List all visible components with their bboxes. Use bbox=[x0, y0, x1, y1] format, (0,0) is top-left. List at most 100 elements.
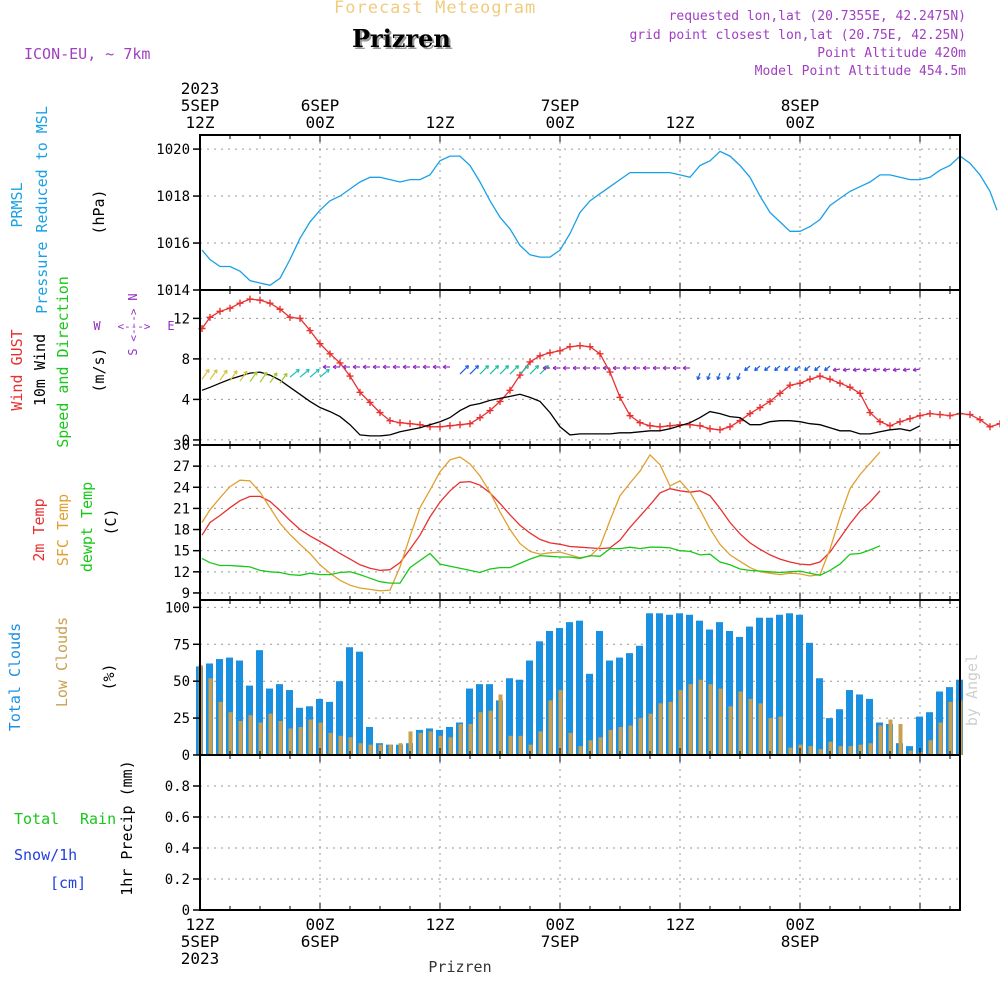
total-clouds-bar bbox=[786, 613, 793, 755]
wind-gust-marker bbox=[996, 420, 1000, 428]
wind-direction-arrow bbox=[219, 369, 228, 381]
bottom-time-label: 6SEP bbox=[301, 932, 340, 951]
total-clouds-bar bbox=[766, 617, 773, 755]
total-clouds-bar bbox=[606, 660, 613, 755]
wind-direction-arrowhead bbox=[562, 365, 567, 371]
wind-direction-arrowhead bbox=[432, 364, 437, 370]
wind-direction-arrowhead bbox=[322, 364, 327, 370]
total-clouds-bar bbox=[596, 631, 603, 755]
low-clouds-bar bbox=[778, 716, 783, 755]
wind-gust-marker bbox=[656, 423, 664, 431]
low-clouds-bar bbox=[668, 701, 673, 755]
wind-direction-arrowhead bbox=[534, 365, 540, 370]
wind-gust-marker bbox=[816, 372, 824, 380]
wind-direction-arrowhead bbox=[572, 365, 577, 371]
total-clouds-bar bbox=[466, 688, 473, 755]
wind-direction-arrowhead bbox=[484, 365, 490, 370]
wind-gust-marker bbox=[526, 358, 534, 366]
wind-direction-arrowhead bbox=[205, 368, 210, 373]
wind-gust-marker bbox=[266, 299, 274, 307]
wind-gust-marker bbox=[506, 386, 514, 394]
wind-direction-arrow bbox=[824, 365, 831, 371]
low-clouds-bar bbox=[338, 735, 343, 755]
wind-direction-arrow bbox=[863, 368, 871, 371]
wind-gust-label: Wind GUST bbox=[8, 329, 26, 410]
wind-gust-marker bbox=[616, 393, 624, 401]
axis-ticks bbox=[193, 135, 951, 911]
wind-unit: (m/s) bbox=[90, 347, 108, 392]
low-clouds-bar bbox=[708, 684, 713, 755]
wind-direction-arrow bbox=[209, 369, 218, 381]
low-clouds-bar bbox=[488, 710, 493, 755]
wind-gust-marker bbox=[856, 389, 864, 397]
precip-total-legend: Total bbox=[14, 810, 59, 828]
low-clouds-bar bbox=[218, 701, 223, 755]
wind-gust-marker bbox=[246, 295, 254, 303]
wind-direction-arrow bbox=[717, 372, 721, 380]
low-clouds-bar bbox=[618, 726, 623, 755]
low-clouds-bar bbox=[428, 731, 433, 755]
wind-direction-arrow bbox=[764, 365, 771, 371]
wind-direction-arrowhead bbox=[362, 364, 367, 370]
wind-direction-arrow bbox=[883, 368, 891, 371]
total-clouds-bar bbox=[676, 613, 683, 755]
wind-gust-marker bbox=[966, 411, 974, 419]
wind-direction-arrowhead bbox=[283, 372, 288, 377]
wind-direction-arrow bbox=[539, 365, 549, 375]
wind-gust-marker bbox=[796, 379, 804, 387]
wind-direction-arrowhead bbox=[514, 365, 520, 370]
wind-direction-arrowhead bbox=[672, 365, 677, 371]
model-label: ICON-EU, ~ 7km bbox=[24, 45, 151, 63]
total-clouds-bar bbox=[576, 620, 583, 755]
precip-rain-legend: Rain bbox=[80, 810, 116, 828]
low-clouds-bar bbox=[858, 744, 863, 755]
pressure-line bbox=[201, 150, 998, 286]
low-clouds-bar bbox=[578, 746, 583, 755]
clouds-unit: (%) bbox=[100, 663, 118, 690]
low-clouds-bar bbox=[718, 688, 723, 755]
wind-gust-marker bbox=[336, 359, 344, 367]
grid-lines bbox=[199, 135, 960, 911]
total-clouds-bar bbox=[326, 701, 333, 755]
low-clouds-bar bbox=[748, 698, 753, 755]
wind-gust-marker bbox=[596, 350, 604, 358]
total-clouds-bar bbox=[336, 681, 343, 755]
wind-direction-arrow bbox=[853, 368, 861, 371]
total-clouds-bar bbox=[796, 614, 803, 755]
low-clouds-bar bbox=[698, 679, 703, 755]
model-point-altitude: Model Point Altitude 454.5m bbox=[754, 64, 966, 79]
total-clouds-bar bbox=[516, 679, 523, 755]
wind-direction-arrow bbox=[893, 368, 901, 371]
top-time-label: 7SEP bbox=[541, 96, 580, 115]
y-tick-label: 18 bbox=[173, 523, 190, 539]
wind-gust-marker bbox=[946, 412, 954, 420]
y-tick-label: 15 bbox=[173, 544, 190, 560]
low-clouds-bar bbox=[268, 713, 273, 755]
y-tick-label: 4 bbox=[182, 392, 190, 408]
wind-direction-arrowhead bbox=[253, 371, 258, 376]
wind-direction-arrowhead bbox=[622, 365, 627, 371]
total-clouds-bar bbox=[586, 673, 593, 755]
axis-labels: 1014101610181020048129121518212427300255… bbox=[6, 79, 981, 976]
panel-frame-precip bbox=[199, 754, 961, 911]
temp-sfc-label: SFC Temp bbox=[54, 494, 72, 566]
wind-direction-arrowhead bbox=[542, 365, 547, 371]
wind-direction-arrowhead bbox=[352, 364, 357, 370]
wind-gust-marker bbox=[586, 343, 594, 351]
wind-gust-marker bbox=[216, 307, 224, 315]
data-marks bbox=[196, 150, 1000, 755]
temp-2m-label: 2m Temp bbox=[30, 498, 48, 561]
top-time-label: 12Z bbox=[426, 113, 455, 132]
wind-gust-marker bbox=[556, 347, 564, 355]
low-clouds-label: Low Clouds bbox=[53, 617, 71, 707]
snow-unit: [cm] bbox=[50, 874, 86, 892]
wind-direction-arrow bbox=[784, 365, 791, 371]
wind-gust-marker bbox=[256, 296, 264, 304]
total-clouds-bar bbox=[856, 694, 863, 755]
total-clouds-bar bbox=[846, 690, 853, 755]
wind-direction-arrowhead bbox=[852, 367, 857, 373]
wind-direction-arrow bbox=[737, 372, 741, 380]
wind-direction-arrow bbox=[529, 365, 539, 375]
low-clouds-bar bbox=[928, 740, 933, 755]
y-tick-label: 8 bbox=[182, 352, 190, 368]
